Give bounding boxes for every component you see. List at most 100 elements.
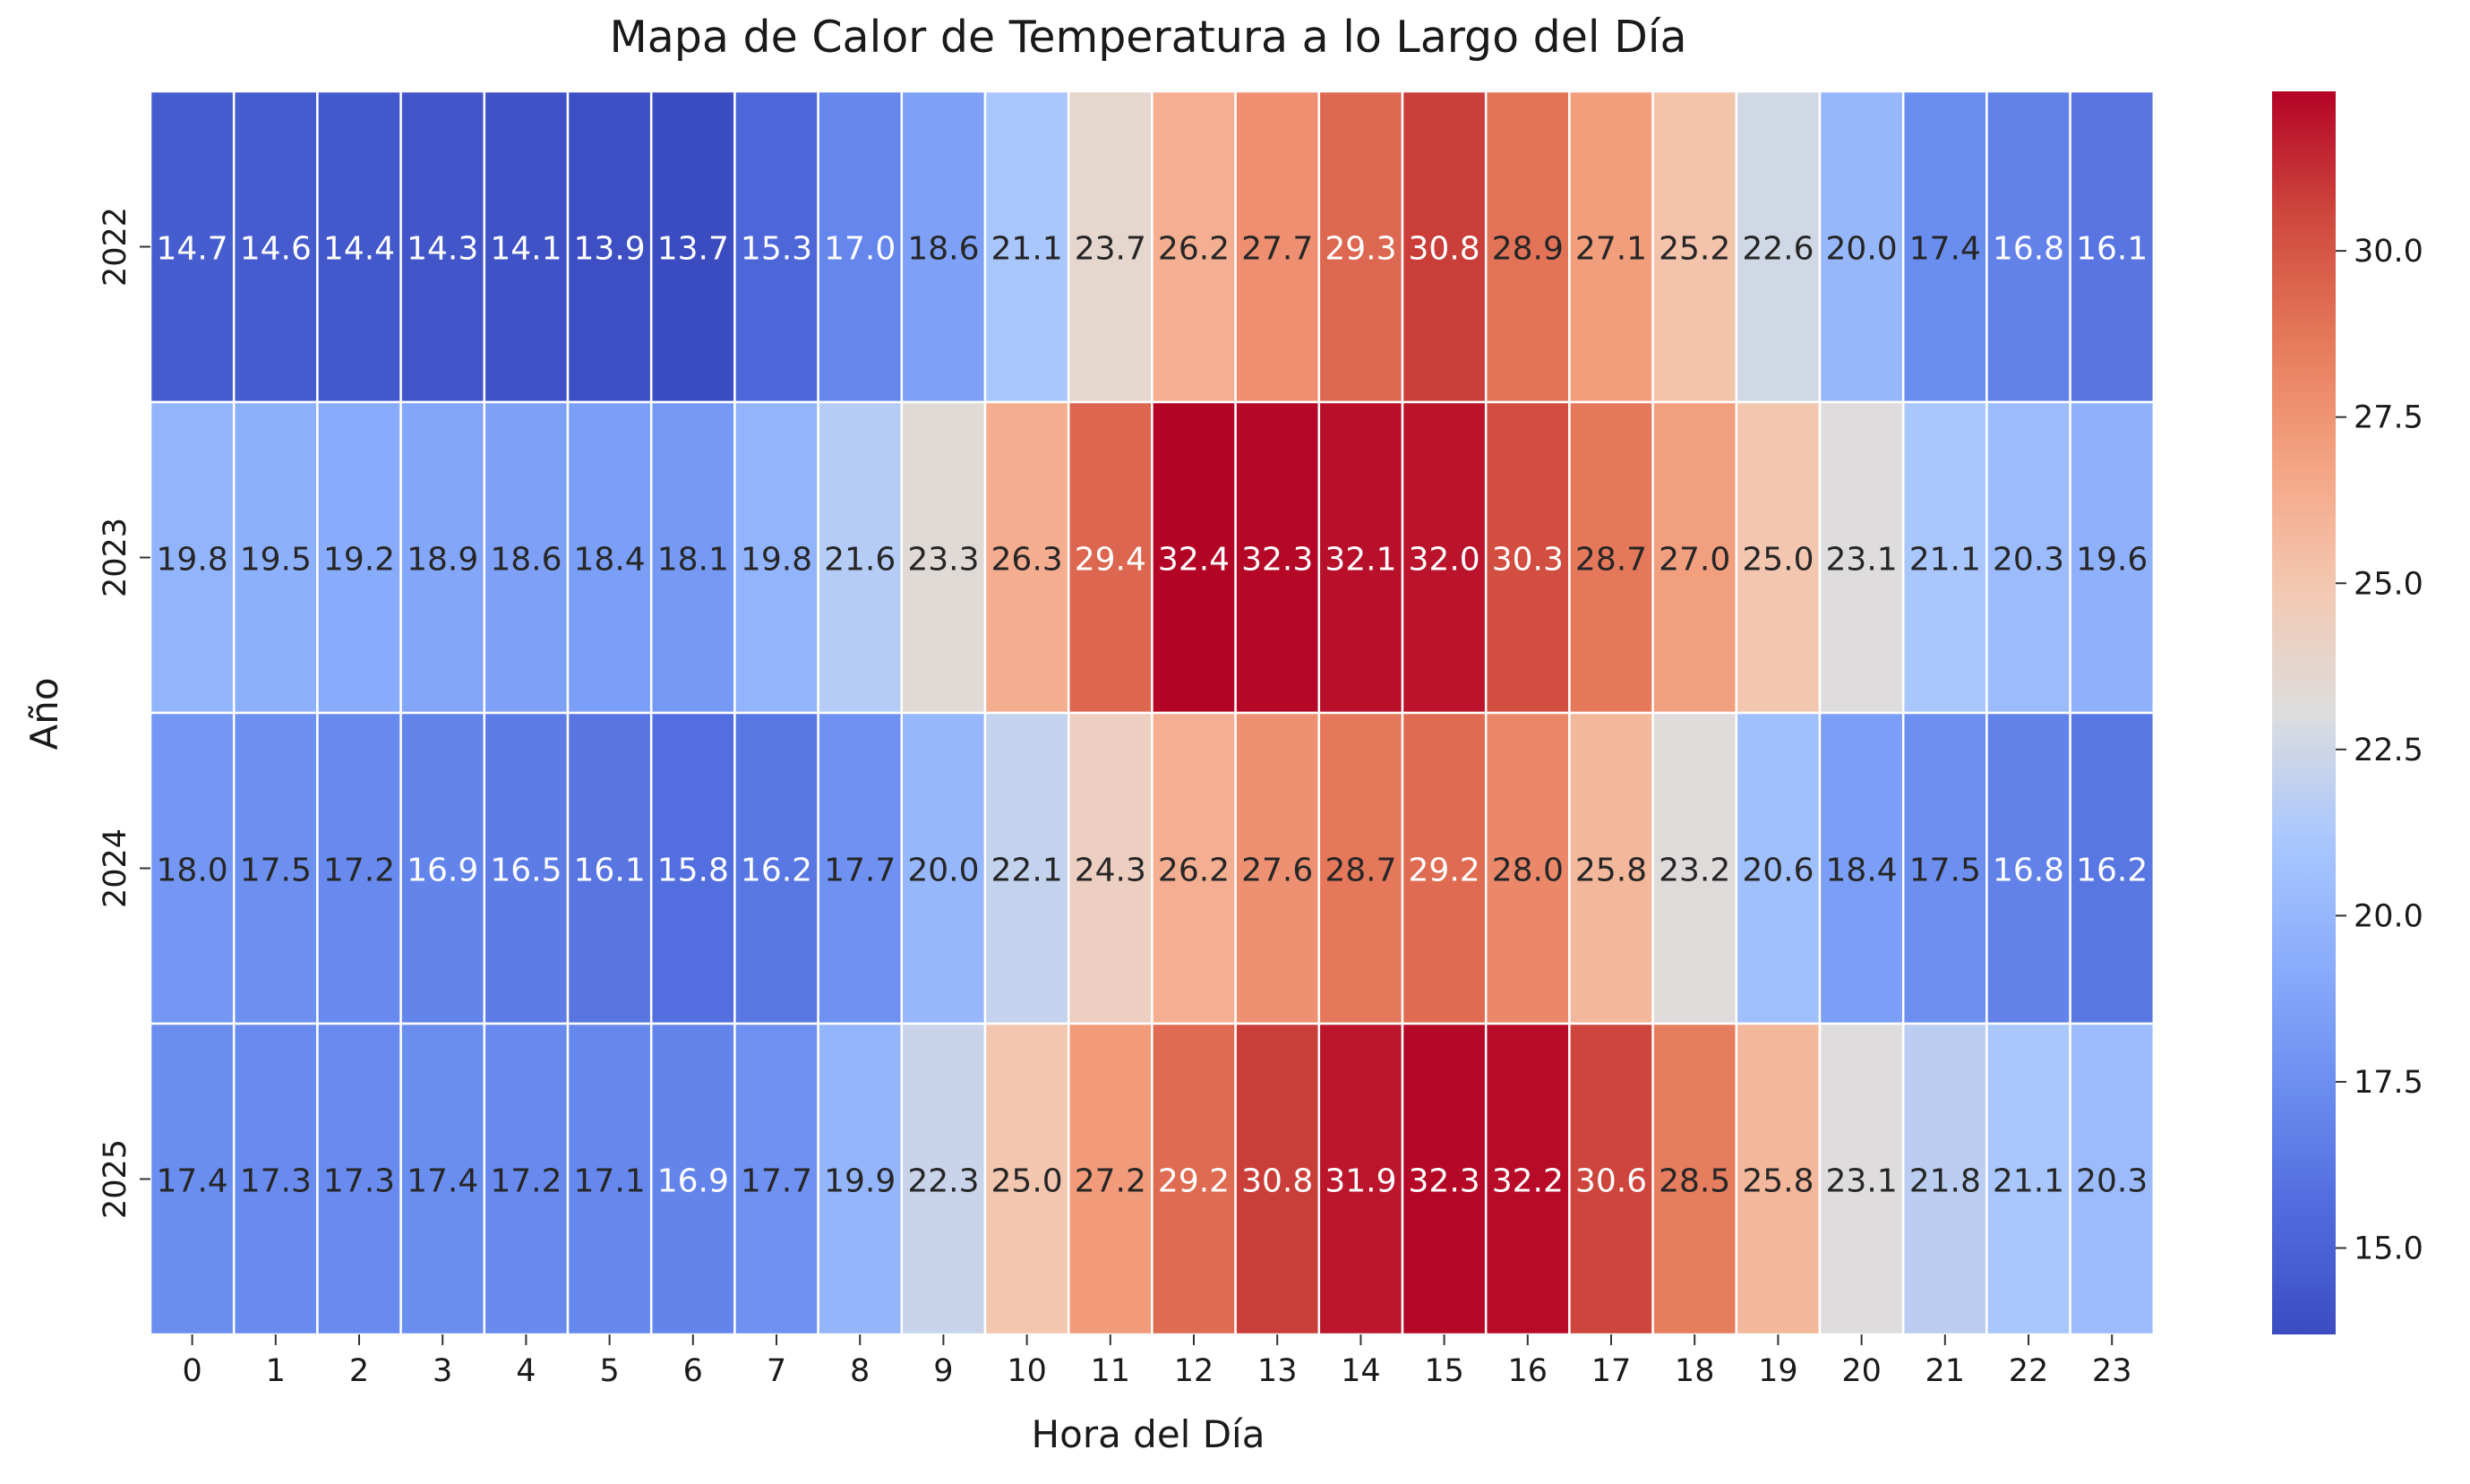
cell-value-label: 22.6: [1742, 231, 1814, 268]
heatmap-cell: [2069, 90, 2156, 404]
x-tick-label: 8: [850, 1353, 870, 1389]
heatmap-cell: [1401, 400, 1488, 715]
cell-value-label: 27.1: [1575, 231, 1647, 268]
x-tick-label: 2: [349, 1353, 369, 1389]
heatmap-cell: [1067, 90, 1154, 404]
heatmap-cell: [1151, 400, 1237, 715]
heatmap-cell: [1067, 1022, 1154, 1336]
cell-value-label: 18.4: [574, 542, 646, 579]
heatmap-cell: [149, 1022, 236, 1336]
x-tick-label: 20: [1841, 1353, 1882, 1389]
heatmap-cell: [2069, 400, 2156, 715]
cell-value-label: 28.7: [1325, 853, 1396, 889]
heatmap-cell: [316, 90, 402, 404]
cell-value-label: 17.4: [157, 1163, 228, 1200]
y-axis: 2022 2023 2024 2025: [98, 207, 150, 1219]
cell-value-label: 22.1: [991, 853, 1063, 889]
y-tick-label: 2023: [98, 518, 133, 597]
cell-value-label: 18.6: [490, 542, 562, 579]
y-tick-label: 2022: [98, 207, 133, 287]
heatmap-cell: [1234, 90, 1321, 404]
cell-value-label: 16.9: [407, 853, 478, 889]
cell-value-label: 32.1: [1325, 542, 1396, 579]
heatmap-cell: [649, 711, 736, 1025]
x-tick-label: 21: [1925, 1353, 1966, 1389]
cell-value-label: 27.6: [1241, 853, 1313, 889]
heatmap-cell: [1985, 400, 2071, 715]
cell-value-label: 30.8: [1409, 231, 1480, 268]
heatmap-cell: [1735, 711, 1822, 1025]
x-axis: 0 1 2 3 4 5 6 7 8 9 10 11 12 13 14 15 16 17 18 19 20 21 22 23: [182, 1334, 2131, 1389]
x-tick-label: 7: [767, 1353, 786, 1389]
cell-value-label: 17.2: [490, 1163, 562, 1200]
cell-value-label: 18.1: [657, 542, 729, 579]
cell-value-label: 28.0: [1492, 853, 1564, 889]
cell-value-label: 20.0: [1826, 231, 1898, 268]
heatmap-cell: [733, 711, 819, 1025]
cell-value-label: 26.2: [1158, 853, 1230, 889]
heatmap-cell: [483, 1022, 570, 1336]
cell-value-label: 20.3: [1993, 542, 2064, 579]
x-axis-label: Hora del Día: [1032, 1412, 1265, 1456]
heatmap-cell: [1401, 1022, 1488, 1336]
x-tick-label: 11: [1091, 1353, 1131, 1389]
heatmap-cell: [1067, 400, 1154, 715]
cell-value-label: 16.5: [490, 853, 562, 889]
cell-value-label: 29.2: [1158, 1163, 1230, 1200]
cell-value-label: 16.1: [2076, 231, 2148, 268]
cell-value-label: 16.8: [1993, 231, 2064, 268]
heatmap-cell: [1568, 711, 1654, 1025]
cell-value-label: 32.0: [1409, 542, 1480, 579]
heatmap-cell: [900, 1022, 987, 1336]
heatmap-cell: [1317, 1022, 1404, 1336]
heatmap-cell: [1901, 1022, 1988, 1336]
cell-value-label: 25.8: [1742, 1163, 1814, 1200]
heatmap-cell: [1401, 711, 1488, 1025]
cell-value-label: 27.0: [1659, 542, 1730, 579]
cell-value-label: 24.3: [1075, 853, 1146, 889]
heatmap-cell: [817, 1022, 904, 1336]
cell-value-label: 19.9: [824, 1163, 896, 1200]
cell-value-label: 26.3: [991, 542, 1063, 579]
colorbar-gradient: [2272, 91, 2336, 1334]
heatmap-cell: [232, 1022, 319, 1336]
heatmap-cell: [232, 90, 319, 404]
heatmap-cell: [983, 1022, 1070, 1336]
heatmap-cell: [1651, 400, 1738, 715]
heatmap-cell: [149, 400, 236, 715]
heatmap-cell: [1568, 90, 1654, 404]
cell-value-label: 30.6: [1575, 1163, 1647, 1200]
cell-value-label: 17.5: [240, 853, 312, 889]
colorbar-tick-label: 17.5: [2354, 1065, 2423, 1101]
cell-value-label: 22.3: [907, 1163, 979, 1200]
x-tick-label: 14: [1341, 1353, 1381, 1389]
x-tick-label: 1: [266, 1353, 286, 1389]
colorbar-ticks: 15.0 17.5 20.0 22.5 25.0 27.5 30.0: [2336, 234, 2423, 1267]
heatmap-cell: [232, 711, 319, 1025]
cell-value-label: 18.6: [907, 231, 979, 268]
cell-value-label: 20.0: [907, 853, 979, 889]
cell-value-label: 13.7: [657, 231, 729, 268]
cell-value-label: 28.5: [1659, 1163, 1730, 1200]
heatmap-cell: [1735, 90, 1822, 404]
cell-value-label: 21.1: [1993, 1163, 2064, 1200]
cell-value-label: 31.9: [1325, 1163, 1396, 1200]
heatmap-cell: [566, 1022, 653, 1336]
heatmap-cell: [316, 711, 402, 1025]
x-tick-label: 22: [2009, 1353, 2049, 1389]
cell-value-label: 29.3: [1325, 231, 1396, 268]
cell-value-label: 16.9: [657, 1163, 729, 1200]
cell-value-label: 21.1: [991, 231, 1063, 268]
cell-value-label: 27.2: [1075, 1163, 1146, 1200]
x-tick-label: 16: [1508, 1353, 1548, 1389]
cell-value-label: 25.0: [991, 1163, 1063, 1200]
cell-value-label: 18.0: [157, 853, 228, 889]
cell-value-label: 32.3: [1241, 542, 1313, 579]
cell-value-label: 20.3: [2076, 1163, 2148, 1200]
cell-value-label: 16.2: [2076, 853, 2148, 889]
heatmap-cell: [483, 711, 570, 1025]
cell-value-label: 25.0: [1742, 542, 1814, 579]
colorbar-tick-label: 20.0: [2354, 898, 2423, 934]
heatmap-cell: [399, 1022, 486, 1336]
heatmap-cell: [316, 1022, 402, 1336]
